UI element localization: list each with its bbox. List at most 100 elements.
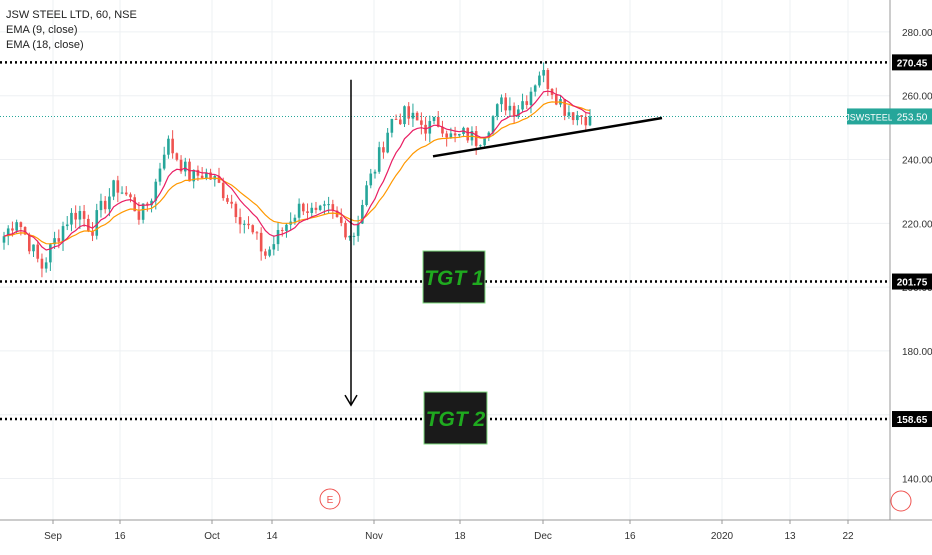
candle-body (479, 145, 482, 147)
x-tick-label: 22 (842, 531, 854, 542)
level-price-tag (892, 273, 932, 290)
candle-body (221, 182, 225, 199)
x-tick-label: Dec (534, 531, 552, 542)
candle-body (361, 205, 364, 224)
candle-body (2, 236, 6, 243)
candle-body (390, 118, 394, 133)
candle-body (23, 227, 27, 235)
candle-body (179, 159, 183, 172)
candle-body (411, 112, 415, 119)
candle-body (103, 200, 107, 210)
candle-body (268, 249, 271, 256)
x-tick-label: Oct (204, 531, 220, 542)
x-tick-label: 14 (266, 531, 278, 542)
candle-body (483, 137, 486, 146)
down-arrow-head (344, 394, 358, 407)
ema-fast-line (3, 90, 591, 251)
y-tick-label: 240.00 (902, 156, 932, 167)
candle-body (70, 212, 73, 225)
current-price-tag (892, 108, 932, 125)
candle-body (276, 230, 280, 245)
legend-ema-fast[interactable]: EMA (9, close) (6, 24, 78, 36)
candle-body (120, 192, 124, 194)
candle-body (542, 69, 545, 76)
candle-body (576, 115, 579, 121)
candle-body (377, 147, 381, 172)
tgt2-box (423, 391, 488, 445)
y-tick-label: 280.00 (902, 28, 932, 39)
candle-body (398, 119, 402, 125)
candle-body (167, 138, 170, 155)
candle-body (44, 262, 48, 269)
candle-body (327, 204, 330, 206)
candle-body (285, 224, 288, 231)
candle-body (40, 258, 44, 269)
candle-body (525, 101, 529, 105)
candle-body (226, 198, 229, 202)
x-tick-label: Nov (365, 531, 383, 542)
candle-body (200, 175, 204, 179)
ticker-tag-label: JSWSTEEL (845, 112, 893, 122)
candle-body (183, 161, 187, 172)
candle-body (546, 69, 550, 89)
candle-body (394, 118, 398, 120)
candle-body (382, 147, 385, 153)
candle-body (129, 194, 132, 198)
candle-body (116, 180, 120, 193)
candle-body (466, 127, 470, 141)
candle-body (53, 238, 56, 245)
candle-body (36, 244, 40, 259)
candle-body (533, 85, 537, 92)
candle-body (6, 228, 10, 237)
candle-body (61, 226, 65, 242)
candle-body (314, 207, 318, 210)
candle-body (449, 133, 453, 138)
candle-body (344, 222, 347, 238)
candle-body (491, 116, 495, 133)
candle-body (441, 126, 444, 134)
candle-body (146, 203, 149, 206)
candle-body (247, 223, 250, 226)
candle-body (251, 225, 255, 233)
candle-body (192, 169, 196, 182)
tgt1-label: TGT 1 (424, 267, 484, 290)
candle-body (538, 75, 541, 86)
candle-body (517, 109, 520, 117)
candle-body (87, 218, 90, 232)
candle-body (453, 133, 457, 136)
candle-body (91, 231, 94, 236)
y-tick-label: 140.00 (902, 475, 932, 486)
candle-body (293, 217, 297, 222)
candle-body (158, 168, 162, 182)
ticker-tag (847, 108, 892, 125)
candle-body (280, 230, 284, 232)
candle-body (264, 251, 267, 256)
candle-body (323, 204, 326, 206)
candle-body (141, 203, 145, 220)
candle-body (209, 172, 212, 180)
x-tick-label: 16 (624, 531, 636, 542)
current-price-label: 253.50 (897, 112, 928, 123)
candle-body (196, 169, 200, 176)
level-price-label: 158.65 (897, 415, 928, 426)
candle-body (318, 205, 322, 210)
candle-body (124, 192, 128, 195)
candle-body (49, 244, 52, 263)
candle-body (339, 216, 343, 223)
candle-body (297, 203, 301, 218)
candle-body (373, 171, 377, 174)
candle-body (137, 211, 141, 220)
legend-ema-slow[interactable]: EMA (18, close) (6, 39, 84, 51)
candle-body (495, 104, 499, 117)
candle-body (11, 228, 14, 231)
legend-symbol[interactable]: JSW STEEL LTD, 60, NSE (6, 9, 137, 21)
candles-group (2, 62, 592, 278)
candle-body (272, 244, 276, 250)
candle-body (82, 211, 86, 219)
candle-body (65, 224, 69, 227)
candle-body (57, 238, 61, 242)
candle-body (588, 116, 592, 126)
candle-body (563, 99, 567, 116)
candle-body (584, 116, 588, 126)
